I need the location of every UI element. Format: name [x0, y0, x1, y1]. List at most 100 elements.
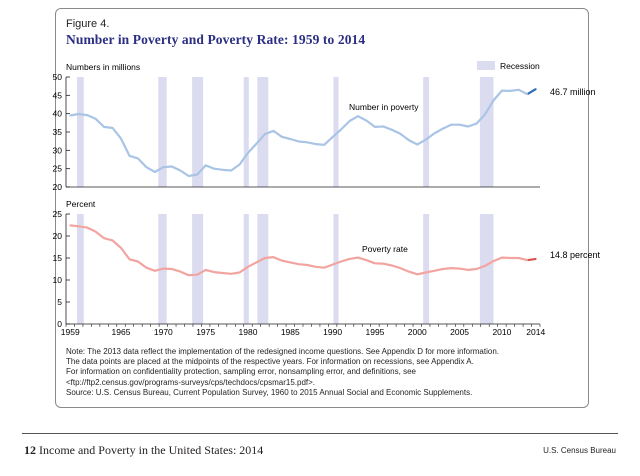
data-point — [230, 169, 233, 172]
y-tick-label: 40 — [53, 109, 63, 119]
recession-band — [333, 214, 339, 324]
data-point — [94, 117, 97, 120]
number-redesign-segment — [526, 88, 537, 96]
y-tick-label: 30 — [53, 145, 63, 155]
data-point — [111, 239, 114, 242]
page-number: 12 — [24, 443, 36, 457]
data-point — [247, 265, 249, 268]
data-point — [534, 258, 537, 260]
data-point — [111, 127, 114, 129]
data-point — [255, 261, 258, 264]
y-tick-label: 15 — [53, 253, 63, 263]
data-point — [103, 237, 105, 240]
x-tick-label: 2000 — [408, 327, 427, 337]
figure-source: Source: U.S. Census Bureau, Current Popu… — [66, 388, 473, 397]
note-line: <ftp://ftp2.census.gov/programs-surveys/… — [66, 377, 316, 387]
recession-band — [77, 214, 84, 324]
figure-title: Number in Poverty and Poverty Rate: 1959… — [66, 32, 366, 47]
data-point — [120, 247, 122, 249]
data-point — [264, 257, 266, 259]
number-in-poverty-line — [70, 88, 528, 178]
data-point — [399, 267, 402, 269]
data-point — [154, 171, 156, 173]
data-point — [416, 143, 419, 146]
data-point — [145, 166, 148, 169]
data-point — [187, 175, 190, 177]
page-footer-left: 12 Income and Poverty in the United Stat… — [24, 443, 263, 458]
figure-label: Figure 4. — [66, 18, 110, 30]
data-point — [416, 273, 419, 276]
data-point — [179, 270, 182, 273]
data-point — [357, 256, 359, 259]
data-point — [450, 267, 452, 269]
data-point — [517, 88, 520, 91]
y-tick-label: 35 — [53, 127, 63, 137]
data-point — [475, 122, 478, 125]
top-panel-ylabel: Numbers in millions — [66, 62, 140, 72]
data-point — [86, 226, 89, 229]
data-point — [247, 152, 249, 154]
data-point — [128, 258, 131, 261]
data-point — [297, 140, 300, 143]
data-point — [509, 90, 512, 92]
data-point — [357, 115, 359, 118]
legend-recession-label: Recession — [500, 61, 540, 71]
note-line: For information on confidentiality prote… — [66, 367, 416, 377]
data-point — [441, 268, 444, 270]
data-point — [137, 260, 139, 263]
data-point — [450, 123, 452, 126]
data-point — [526, 93, 529, 96]
data-point — [340, 128, 342, 131]
data-point — [314, 265, 317, 268]
data-point — [534, 88, 537, 90]
x-tick-label: 1965 — [112, 327, 131, 337]
data-point — [501, 89, 503, 92]
data-point — [306, 264, 309, 266]
data-point — [280, 259, 283, 262]
data-point — [467, 269, 469, 271]
data-point — [77, 225, 80, 228]
recession-band — [243, 77, 249, 187]
note-line: The data points are placed at the midpoi… — [66, 357, 474, 367]
data-point — [221, 272, 224, 274]
recession-band — [423, 214, 430, 324]
x-tick-label: 1985 — [281, 327, 300, 337]
x-tick-label: 1995 — [365, 327, 384, 337]
data-point — [348, 258, 351, 260]
y-tick-label: 0 — [57, 319, 62, 329]
data-point — [365, 259, 368, 262]
data-point — [382, 262, 385, 265]
data-point — [331, 136, 334, 139]
data-point — [94, 230, 97, 233]
data-point — [272, 256, 275, 258]
footer-divider — [22, 433, 618, 434]
data-point — [221, 168, 224, 171]
x-tick-label: 1980 — [239, 327, 258, 337]
data-point — [154, 269, 156, 272]
x-tick-label: 2014 — [526, 327, 545, 337]
data-point — [509, 257, 512, 259]
recession-band — [77, 77, 84, 187]
data-point — [475, 268, 478, 270]
data-point — [213, 167, 216, 170]
data-point — [289, 138, 292, 140]
data-point — [162, 267, 165, 270]
data-point — [391, 128, 393, 131]
legend-recession-swatch — [477, 61, 495, 70]
data-point — [86, 114, 89, 116]
data-point — [348, 120, 351, 122]
data-point — [69, 224, 72, 227]
figure-notes: Note: The 2013 data reflect the implemen… — [66, 347, 566, 388]
footer-agency: U.S. Census Bureau — [543, 446, 616, 455]
data-point — [441, 127, 444, 130]
data-point — [407, 270, 410, 273]
data-point — [280, 135, 283, 138]
figure-frame — [55, 8, 589, 408]
data-point — [340, 260, 342, 263]
data-point — [145, 266, 148, 269]
rate-redesign-segment — [527, 257, 536, 262]
number-series-label: Number in poverty — [349, 102, 419, 112]
bottom-panel-ylabel: Percent — [66, 199, 96, 209]
data-point — [128, 154, 131, 157]
data-point — [492, 260, 495, 262]
